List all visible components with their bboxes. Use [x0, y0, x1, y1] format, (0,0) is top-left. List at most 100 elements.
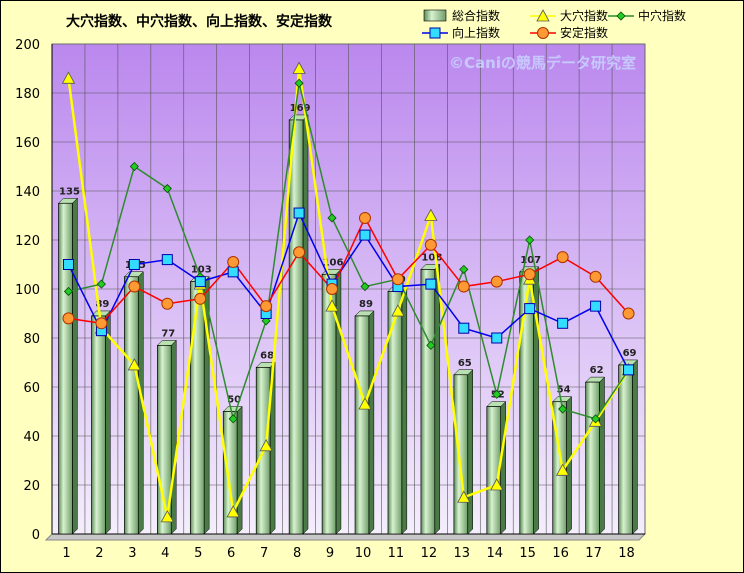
y-tick-label: 80	[23, 332, 40, 347]
point-circle	[128, 280, 141, 293]
point-circle	[326, 283, 339, 295]
point-triangle	[160, 510, 174, 523]
y-tick-label: 200	[15, 38, 40, 53]
point-diamond	[96, 279, 106, 289]
bar	[288, 119, 304, 535]
point-triangle	[292, 61, 306, 74]
plot-floor	[44, 533, 647, 541]
bar-side	[302, 114, 309, 535]
watermark-text: ©Caniの競馬データ研究室	[449, 54, 636, 72]
bar	[453, 374, 469, 535]
point-diamond	[360, 281, 370, 292]
point-triangle	[391, 304, 405, 317]
bar	[387, 291, 403, 535]
data-label: 135	[59, 186, 80, 197]
bar-side	[632, 359, 638, 535]
x-tick-label: 16	[552, 546, 569, 561]
y-tick-label: 100	[15, 283, 40, 298]
x-tick-label: 2	[95, 546, 103, 561]
point-square	[161, 254, 173, 266]
bar-side	[368, 310, 375, 535]
point-diamond	[63, 286, 74, 297]
x-tick-label: 7	[260, 546, 268, 561]
point-diamond	[616, 11, 626, 21]
point-circle	[62, 312, 75, 325]
legend-swatch	[423, 9, 447, 22]
point-triangle	[536, 9, 550, 22]
point-circle	[358, 211, 371, 224]
point-diamond	[525, 235, 535, 245]
x-tick-label: 10	[355, 546, 372, 561]
x-tick-label: 18	[618, 546, 635, 561]
x-tick-label: 14	[486, 546, 503, 561]
point-square	[425, 278, 437, 290]
bar	[91, 315, 106, 535]
data-label: 89	[359, 299, 373, 310]
x-tick-label: 5	[194, 546, 202, 561]
x-tick-label: 4	[161, 546, 169, 561]
point-circle	[537, 27, 549, 39]
bar-side	[105, 310, 111, 535]
point-square	[590, 300, 602, 312]
point-diamond	[294, 78, 304, 88]
bar-side	[401, 285, 408, 535]
point-square	[293, 207, 305, 219]
point-circle	[490, 275, 503, 288]
point-square	[491, 332, 503, 344]
point-diamond	[492, 389, 502, 399]
point-circle	[293, 246, 306, 259]
data-label: 169	[290, 103, 311, 114]
point-diamond	[426, 340, 436, 350]
point-diamond	[162, 183, 172, 194]
point-triangle	[424, 208, 438, 221]
point-circle	[260, 300, 273, 313]
bar	[585, 381, 600, 535]
y-tick-label: 160	[15, 136, 40, 151]
legend-label: 中穴指数	[638, 8, 686, 23]
point-triangle	[259, 438, 273, 452]
point-circle	[589, 270, 602, 283]
point-circle	[194, 292, 207, 305]
point-circle	[227, 256, 240, 269]
data-label: 103	[191, 265, 212, 276]
bar	[354, 315, 370, 535]
point-diamond	[327, 213, 337, 223]
point-triangle	[555, 463, 570, 476]
x-tick-label: 3	[128, 546, 136, 561]
point-square	[194, 276, 206, 288]
bar	[189, 281, 205, 535]
bar	[124, 276, 139, 535]
point-circle	[161, 297, 174, 310]
point-square	[227, 266, 239, 278]
point-triangle	[127, 358, 142, 371]
x-tick-label: 17	[585, 546, 602, 561]
point-square	[62, 259, 74, 270]
y-tick-label: 140	[15, 185, 40, 200]
point-circle	[95, 317, 108, 330]
data-label: 65	[458, 358, 472, 369]
bar-side	[500, 400, 506, 535]
point-diamond	[558, 404, 568, 414]
data-label: 54	[557, 385, 571, 396]
point-diamond	[459, 264, 469, 274]
point-square	[359, 229, 371, 241]
legend-label: 安定指数	[560, 25, 608, 40]
point-square	[458, 322, 470, 334]
point-circle	[424, 238, 437, 251]
point-circle	[556, 251, 569, 264]
y-tick-label: 0	[32, 528, 40, 543]
bar-side	[467, 369, 473, 535]
bar-side	[599, 376, 605, 535]
point-triangle	[490, 478, 504, 491]
point-diamond	[129, 161, 139, 172]
bar	[58, 202, 73, 535]
point-triangle	[325, 299, 339, 312]
point-diamond	[228, 414, 238, 424]
data-label: 68	[260, 350, 274, 361]
chart-title: 大穴指数、中穴指数、向上指数、安定指数	[66, 13, 333, 30]
x-tick-label: 8	[293, 546, 301, 561]
